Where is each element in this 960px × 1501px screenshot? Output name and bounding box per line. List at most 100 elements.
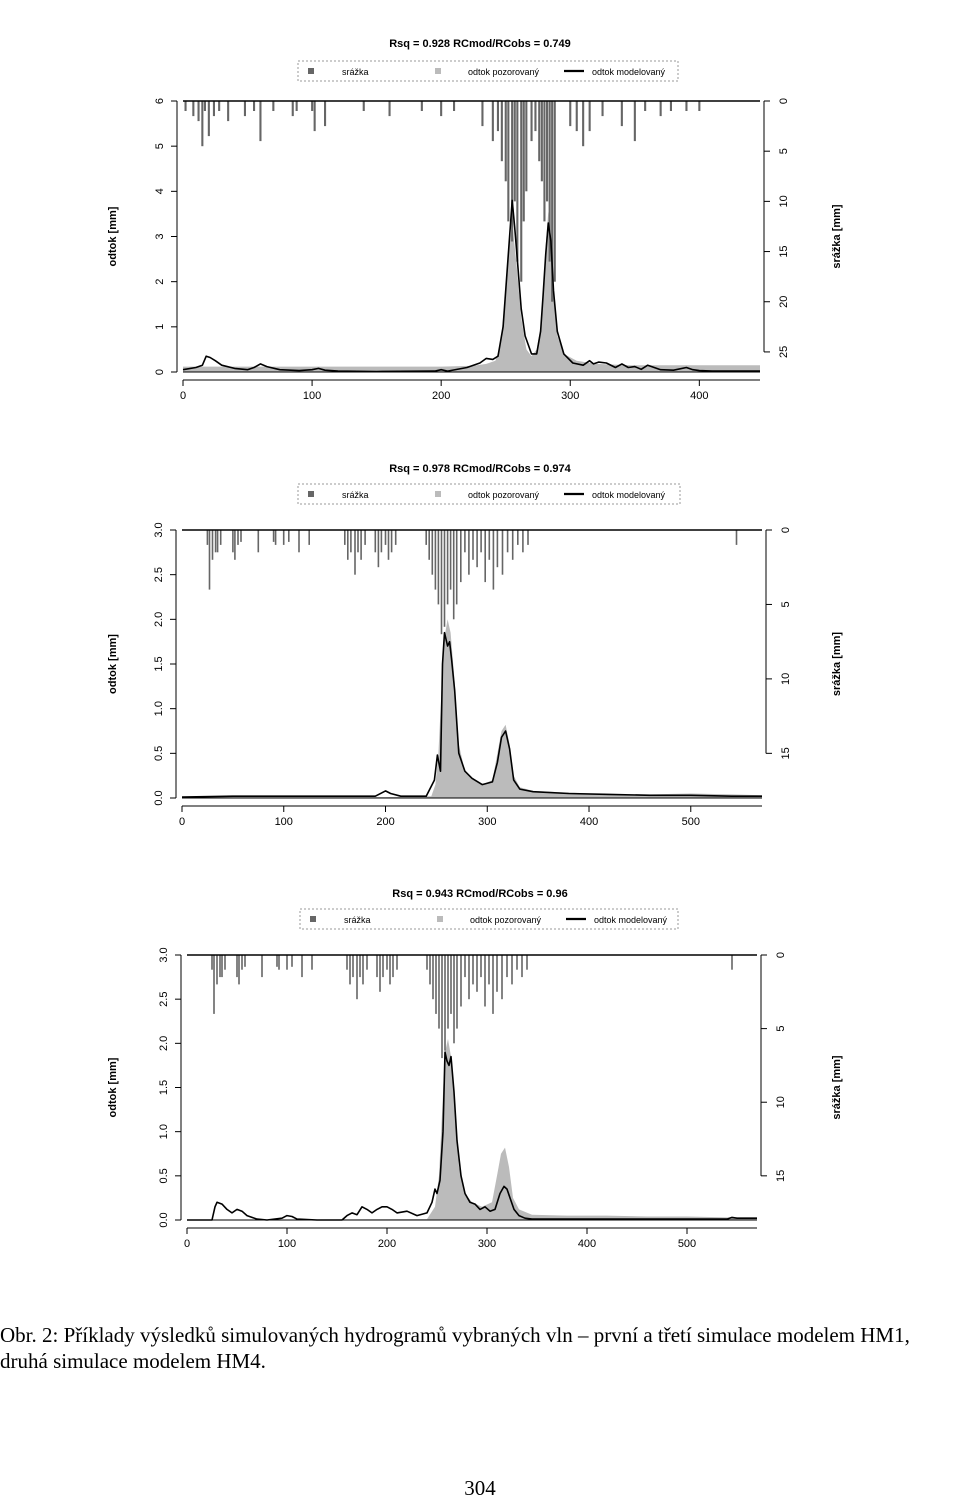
rain-bar	[511, 955, 513, 985]
x-tick-label: 400	[690, 390, 708, 402]
rain-bar	[468, 955, 470, 1000]
y-tick-label: 0.5	[158, 1168, 170, 1183]
rain-bar	[507, 101, 510, 222]
x-tick-label: 200	[378, 1238, 396, 1250]
rain-bar	[237, 530, 239, 545]
y2-tick-label: 5	[778, 148, 790, 154]
legend-label-modelled: odtok modelovaný	[592, 490, 666, 500]
rain-bar	[496, 530, 499, 568]
rain-bar	[735, 530, 738, 545]
rain-bar	[392, 955, 394, 978]
rain-bar	[516, 955, 518, 970]
rain-bar	[484, 530, 486, 583]
x-tick-label: 500	[678, 1238, 696, 1250]
rain-bar	[192, 101, 195, 117]
legend-box	[297, 483, 681, 505]
rain-bar	[476, 530, 478, 568]
x-tick-label: 300	[478, 1238, 496, 1250]
chart-title: Rsq = 0.928 RCmod/RCobs = 0.749	[389, 38, 571, 50]
rain-bar	[291, 955, 293, 967]
rain-bar	[379, 955, 381, 992]
y2-tick-label: 5	[775, 1026, 787, 1032]
y-tick-label: 3	[154, 233, 166, 239]
chart-svg: Rsq = 0.928 RCmod/RCobs = 0.749 srážka odt…	[107, 38, 843, 402]
rain-bar	[428, 530, 430, 560]
legend-label-modelled: odtok modelovaný	[592, 67, 666, 77]
observed-discharge-area	[187, 1038, 757, 1220]
rain-bar	[488, 530, 491, 560]
chart-svg: Rsq = 0.978 RCmod/RCobs = 0.974 srážka odt…	[107, 463, 843, 828]
rain-bar	[452, 530, 455, 620]
x-tick-label: 300	[561, 390, 579, 402]
rain-bar	[350, 530, 352, 553]
rain-bar	[349, 955, 351, 985]
legend-box	[297, 60, 679, 82]
legend-box	[299, 908, 679, 930]
rain-bar	[527, 530, 529, 545]
y2-tick-label: 5	[780, 601, 792, 607]
rain-bar	[244, 955, 246, 967]
rain-bar	[506, 955, 508, 978]
rain-bar	[438, 955, 440, 1029]
y-tick-label: 2.5	[153, 567, 165, 582]
rain-bar	[276, 955, 278, 967]
rain-bar	[234, 530, 236, 560]
rain-bar	[344, 530, 346, 545]
rain-bar	[480, 955, 482, 978]
rain-bar	[731, 955, 733, 970]
legend-label-rain: srážka	[342, 490, 369, 500]
hydrograph-chart-1: Rsq = 0.928 RCmod/RCobs = 0.749 srážka odt…	[0, 0, 960, 424]
rain-bar	[313, 101, 316, 132]
rain-bar	[387, 530, 390, 560]
rain-bar	[504, 101, 507, 182]
y-axis-label: odtok [mm]	[107, 634, 119, 694]
rain-bar	[516, 101, 519, 262]
y2-axis-label: srážka [mm]	[831, 1055, 843, 1120]
rain-bar	[601, 101, 604, 117]
rain-bar	[261, 955, 263, 978]
hydrograph-chart-3: Rsq = 0.943 RCmod/RCobs = 0.96 srážka odto…	[0, 848, 960, 1272]
figure-caption: Obr. 2: Příklady výsledků simulovaných h…	[0, 1323, 910, 1373]
rain-bar	[366, 955, 368, 970]
rain-bar	[491, 101, 494, 142]
rain-bar	[308, 530, 310, 545]
rain-bar	[476, 955, 478, 992]
legend-label-rain: srážka	[342, 67, 369, 77]
y-tick-label: 1.0	[153, 701, 165, 716]
y-tick-label: 3.0	[158, 947, 170, 962]
rain-bar	[184, 101, 187, 111]
legend-label-observed: odtok pozorovaný	[470, 915, 542, 925]
rain-bar	[472, 955, 474, 985]
rain-bar	[257, 530, 260, 553]
rain-bar	[644, 101, 647, 111]
rain-bar	[208, 530, 211, 590]
rain-bar	[464, 955, 466, 978]
y2-tick-label: 15	[778, 245, 790, 257]
rain-bar	[354, 530, 356, 575]
rain-bar	[356, 955, 358, 1000]
rain-bar	[374, 530, 377, 553]
rain-bar	[472, 530, 474, 560]
rain-bar	[364, 530, 366, 545]
rain-bar	[232, 530, 234, 553]
rain-bar	[288, 530, 290, 542]
y2-tick-label: 0	[780, 527, 792, 533]
rain-bar	[376, 955, 378, 978]
rain-bar	[444, 955, 446, 1051]
rain-bar	[394, 530, 397, 545]
x-tick-label: 0	[179, 816, 185, 828]
rain-bar	[203, 101, 206, 111]
rain-bar	[357, 530, 359, 553]
rain-bar	[347, 530, 349, 560]
hydrograph-chart-2: Rsq = 0.978 RCmod/RCobs = 0.974 srážka odt…	[0, 424, 960, 848]
rain-bar	[488, 955, 490, 985]
rain-bar	[216, 955, 218, 985]
rain-bar	[481, 101, 484, 127]
rain-bar	[685, 101, 688, 111]
rain-bar	[227, 101, 230, 122]
rain-bar	[517, 530, 519, 545]
rain-bar	[224, 955, 226, 970]
rain-bar	[698, 101, 701, 111]
rain-bar	[388, 101, 391, 117]
rain-bar	[278, 955, 280, 970]
